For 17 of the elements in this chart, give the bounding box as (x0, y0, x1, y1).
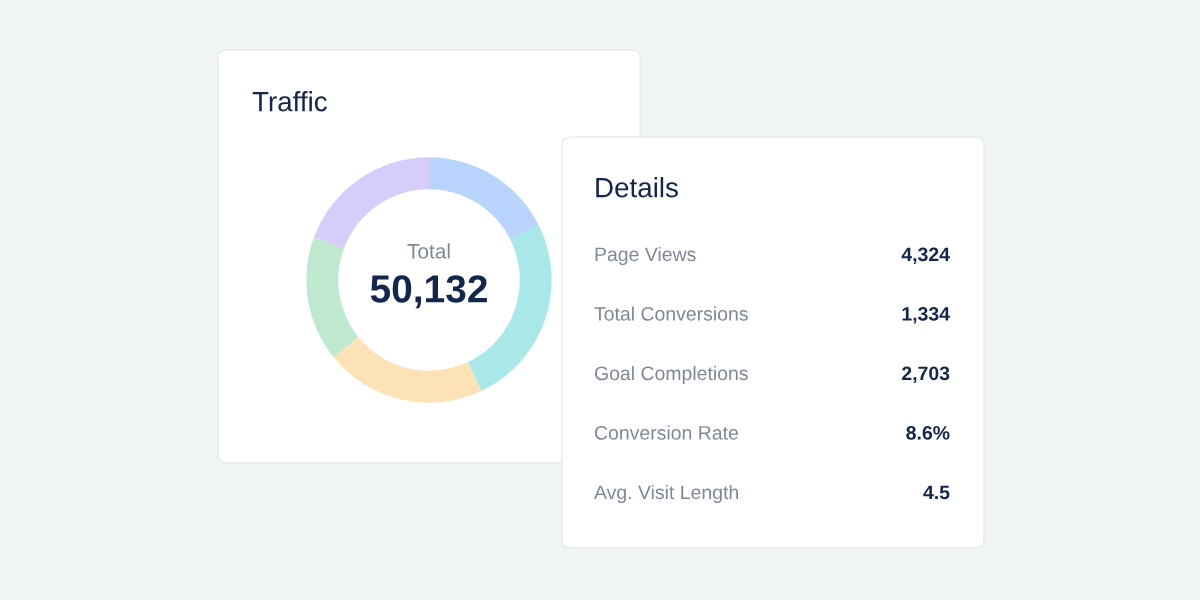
text: Details (596, 177, 678, 198)
category-label: Conversion Rate (594, 425, 738, 440)
donut-slice (429, 157, 539, 240)
text: 2,703 (902, 366, 950, 384)
category-label: Goal Completions (594, 365, 748, 385)
text: 4.5 (923, 485, 950, 500)
category-label: Avg. Visit Length (594, 484, 738, 504)
text: 8.6% (906, 425, 950, 440)
category-label: Total Conversions (594, 306, 748, 321)
text: Total (407, 243, 450, 259)
donut-slice (333, 336, 482, 403)
chart-title: Traffic (252, 91, 327, 112)
text: 4,324 (901, 247, 950, 265)
text: 1,334 (902, 306, 950, 324)
category-label: Page Views (595, 246, 696, 266)
text: 50,132 (370, 275, 487, 309)
donut-slice (306, 237, 359, 357)
